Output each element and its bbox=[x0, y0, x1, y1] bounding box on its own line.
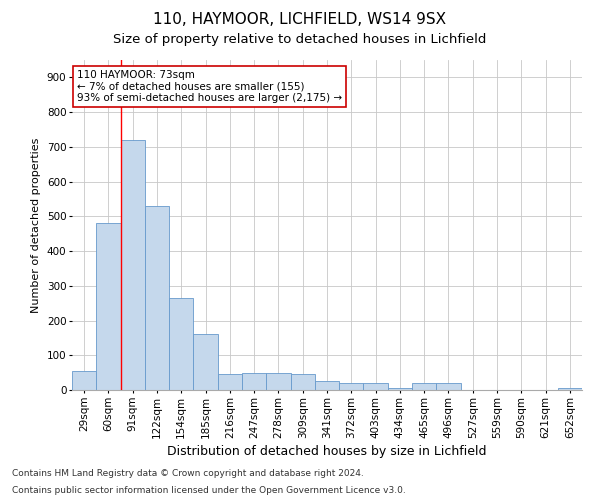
Bar bbox=[412, 383, 436, 390]
Bar bbox=[242, 372, 266, 390]
Bar bbox=[218, 374, 242, 390]
Bar bbox=[339, 383, 364, 390]
Y-axis label: Number of detached properties: Number of detached properties bbox=[31, 138, 41, 312]
Bar bbox=[315, 382, 339, 390]
Bar bbox=[364, 383, 388, 390]
Bar bbox=[290, 374, 315, 390]
Bar bbox=[266, 372, 290, 390]
X-axis label: Distribution of detached houses by size in Lichfield: Distribution of detached houses by size … bbox=[167, 444, 487, 458]
Bar bbox=[558, 388, 582, 390]
Bar bbox=[145, 206, 169, 390]
Text: Contains HM Land Registry data © Crown copyright and database right 2024.: Contains HM Land Registry data © Crown c… bbox=[12, 468, 364, 477]
Text: 110 HAYMOOR: 73sqm
← 7% of detached houses are smaller (155)
93% of semi-detache: 110 HAYMOOR: 73sqm ← 7% of detached hous… bbox=[77, 70, 342, 103]
Bar bbox=[121, 140, 145, 390]
Text: Contains public sector information licensed under the Open Government Licence v3: Contains public sector information licen… bbox=[12, 486, 406, 495]
Bar bbox=[436, 383, 461, 390]
Text: Size of property relative to detached houses in Lichfield: Size of property relative to detached ho… bbox=[113, 32, 487, 46]
Bar bbox=[193, 334, 218, 390]
Bar bbox=[169, 298, 193, 390]
Bar bbox=[96, 224, 121, 390]
Bar bbox=[72, 371, 96, 390]
Text: 110, HAYMOOR, LICHFIELD, WS14 9SX: 110, HAYMOOR, LICHFIELD, WS14 9SX bbox=[154, 12, 446, 28]
Bar bbox=[388, 388, 412, 390]
